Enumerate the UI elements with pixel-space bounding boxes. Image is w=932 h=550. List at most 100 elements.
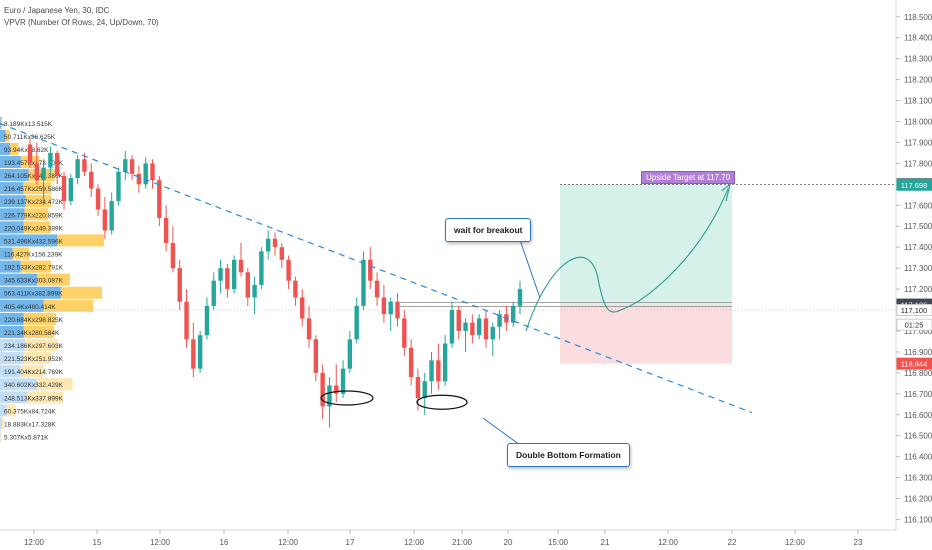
volume-bar-down xyxy=(20,365,44,378)
price-tick-label: 116.700 xyxy=(904,390,932,399)
time-tick-label: 16 xyxy=(220,538,229,547)
volume-bar-up xyxy=(0,430,1,443)
price-tick-label: 118.300 xyxy=(904,55,932,64)
volume-bar-up xyxy=(0,182,24,195)
volume-bar-down xyxy=(25,195,52,208)
projection-arrowhead xyxy=(721,182,731,202)
volume-bar-down xyxy=(0,116,3,129)
volume-bar-up xyxy=(0,299,44,312)
price-tick-label: 116.500 xyxy=(904,432,932,441)
volume-bar-up xyxy=(0,142,11,155)
candle-body xyxy=(259,251,264,285)
candle-body xyxy=(170,243,176,269)
risk-reward-zones xyxy=(560,184,732,364)
upside-target-label: Upside Target at 117.70 xyxy=(641,171,736,184)
time-tick-label: 12:00 xyxy=(24,538,45,547)
candle-body xyxy=(184,301,189,340)
volume-bar-down xyxy=(23,221,51,234)
candle-body xyxy=(429,360,434,382)
bottom-ellipse-1 xyxy=(320,390,374,406)
volume-bar-up xyxy=(0,116,1,129)
price-tag-label: 116.844 xyxy=(901,360,928,369)
volume-row-label: 18.883Kx17.328K xyxy=(4,421,56,428)
volume-bar-down xyxy=(10,142,19,155)
price-tick-label: 118.400 xyxy=(904,34,932,43)
price-tick-label: 117.300 xyxy=(904,264,932,273)
volume-bar-up xyxy=(0,365,21,378)
chart-title: Euro / Japanese Yen, 30, IDC xyxy=(4,6,110,15)
candle-body xyxy=(347,339,353,369)
volume-bar-up xyxy=(0,404,7,417)
time-tick-label: 15 xyxy=(93,538,102,547)
price-tick-label: 116.300 xyxy=(904,474,932,483)
candle-body xyxy=(449,310,455,344)
candle-body xyxy=(191,339,196,369)
price-tick-label: 118.000 xyxy=(904,118,932,127)
time-axis[interactable]: 12:00 15 12:00 16 12:00 17 12:00 21:00 20 15:00 21… xyxy=(24,530,863,547)
volume-row-label: 226.779Kx220.859K xyxy=(4,212,64,219)
candle-body xyxy=(415,377,421,399)
candle-body xyxy=(75,159,80,179)
volume-bar-up xyxy=(0,129,6,142)
callout-double-bottom[interactable]: Double Bottom Formation xyxy=(507,443,630,467)
volume-bar-down xyxy=(25,338,58,352)
candle-body xyxy=(313,339,319,373)
volume-bar-up xyxy=(0,260,21,273)
candle-body xyxy=(293,280,298,298)
volume-bar-down xyxy=(37,273,70,286)
candle-body xyxy=(402,318,407,348)
volume-row-label: 60.375Kx84.724K xyxy=(4,408,56,415)
volume-bar-up xyxy=(0,352,24,365)
candle-body xyxy=(354,305,359,340)
price-tag-bg xyxy=(896,178,932,191)
candle-body xyxy=(123,159,128,172)
candle-body xyxy=(340,368,346,394)
price-tick-label: 117.600 xyxy=(904,201,932,210)
time-tick-label: 12:00 xyxy=(278,538,299,547)
volume-bar-up xyxy=(0,234,58,247)
price-tick-label: 116.400 xyxy=(904,453,932,462)
volume-row-label: 345.633Kx303.087K xyxy=(4,278,64,285)
candle-body xyxy=(510,305,516,323)
price-tag-label: 117.100 xyxy=(901,306,928,315)
volume-bar-up xyxy=(0,378,37,391)
candle-body xyxy=(476,318,482,336)
candle-body xyxy=(82,159,87,172)
descending-trendline xyxy=(0,123,753,414)
price-tick-label: 117.400 xyxy=(904,243,932,252)
candle-body xyxy=(150,163,155,181)
candle-body xyxy=(327,385,332,407)
candle-body xyxy=(272,238,278,248)
volume-row-label: 216.457Kx259.586K xyxy=(4,186,64,193)
drawing-tools xyxy=(0,123,753,446)
candle-body xyxy=(442,343,448,382)
callout-wait-for-breakout[interactable]: wait for breakout xyxy=(445,218,532,242)
volume-row-label: 220.049Kx249.389K xyxy=(4,225,64,232)
volume-bar-down xyxy=(0,430,2,443)
volume-bar-up xyxy=(0,338,26,352)
time-tick-label: 12:00 xyxy=(785,538,806,547)
candle-body xyxy=(334,385,339,394)
volume-bar-up xyxy=(0,169,29,182)
volume-bar-up xyxy=(0,325,24,338)
candle-body xyxy=(163,217,169,244)
candle-body xyxy=(306,318,312,340)
candle-body xyxy=(129,159,135,174)
volume-bar-up xyxy=(0,208,25,221)
candle-body xyxy=(483,318,489,340)
price-tag-bg xyxy=(896,318,932,331)
candle-body xyxy=(408,347,414,378)
volume-bar-down xyxy=(57,234,104,247)
price-tick-label: 117.200 xyxy=(904,285,932,294)
candle-body xyxy=(116,171,121,202)
profit-zone xyxy=(560,184,732,305)
candle-body xyxy=(374,280,380,298)
time-tick-label: 17 xyxy=(346,538,355,547)
volume-bar-down xyxy=(26,391,64,404)
indicator-legend[interactable]: VPVR (Number Of Rows, 24, Up/Down, 70) xyxy=(4,18,159,27)
volume-bar-down xyxy=(6,404,16,417)
volume-row-label: 234.186Kx297.603K xyxy=(4,343,64,350)
price-tick-label: 117.000 xyxy=(904,327,932,336)
price-axis[interactable]: 118.500 118.400 118.300 118.200 118.100 118.0… xyxy=(0,0,932,531)
